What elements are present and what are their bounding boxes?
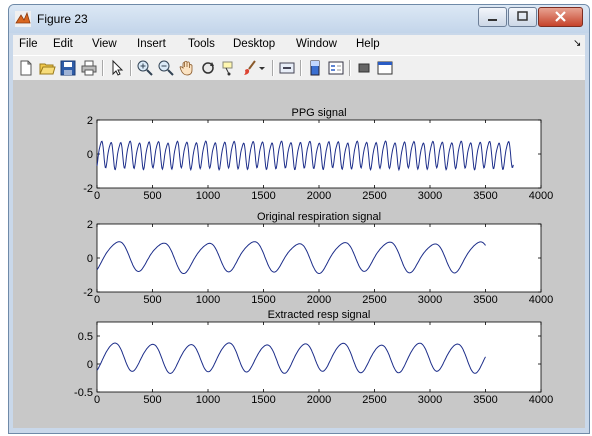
x-tick-label: 2500 [362,294,386,306]
figure-canvas: PPG signal 0 500 1000 1500 2000 2500 3000 3500 40… [13,80,585,430]
x-tick-label: 1500 [251,294,275,306]
toolbar-separator [272,60,274,76]
pan-icon[interactable] [178,59,196,77]
x-tick-label: 3000 [418,294,442,306]
x-tick-label: 4000 [529,190,553,202]
pointer-icon[interactable] [108,59,126,77]
x-tick-label: 500 [143,394,161,406]
y-tick-label: -2 [83,183,93,195]
data-cursor-icon[interactable] [220,59,238,77]
figure-toolbar [13,55,585,81]
toolbar-separator [349,60,351,76]
x-tick-label: 0 [94,394,100,406]
series-line [96,140,514,172]
colorbar-icon[interactable] [306,59,324,77]
maximize-icon [517,11,528,21]
menu-edit[interactable]: Edit [53,38,73,50]
x-tick-label: 3000 [418,190,442,202]
axes-1 [96,119,542,189]
rotate-3d-icon[interactable] [199,59,217,77]
x-tick-label: 0 [94,294,100,306]
y-tick-label: 0.5 [78,331,93,343]
brush-icon[interactable] [241,59,259,77]
x-tick-label: 500 [143,294,161,306]
toolbar-separator [102,60,104,76]
hide-plot-tools-icon[interactable] [355,59,373,77]
close-icon [555,11,566,22]
maximize-button[interactable] [508,7,537,27]
x-tick-label: 2000 [307,294,331,306]
y-tick-label: -0.5 [74,387,93,399]
x-tick-label: 2000 [307,394,331,406]
menu-window[interactable]: Window [296,38,337,50]
x-tick-label: 3500 [473,294,497,306]
minimize-icon [488,19,497,21]
x-tick-label: 3500 [473,190,497,202]
axes-title: PPG signal [291,107,346,119]
toolbar-separator [300,60,302,76]
legend-icon[interactable] [327,59,345,77]
axes-3 [96,321,542,393]
chevron-down-icon[interactable] [257,59,267,77]
x-tick-label: 1000 [196,294,220,306]
show-plot-tools-icon[interactable] [376,59,394,77]
x-tick-label: 1500 [251,190,275,202]
close-button[interactable] [538,7,583,27]
x-tick-label: 4000 [529,294,553,306]
x-tick-label: 3500 [473,394,497,406]
y-tick-label: 2 [87,219,93,231]
x-tick-label: 500 [143,190,161,202]
y-tick-label: 0 [87,149,93,161]
minimize-button[interactable] [478,7,507,27]
window-title: Figure 23 [37,12,88,26]
figure-window: Figure 23 File Edit View Insert Tools De… [8,4,590,434]
menu-overflow-icon[interactable]: ↘ [573,38,582,49]
zoom-out-icon[interactable] [157,59,175,77]
series-line [96,241,486,275]
print-icon[interactable] [80,59,98,77]
window-frame [9,428,589,433]
menu-file[interactable]: File [19,38,38,50]
y-tick-label: 2 [87,115,93,127]
menu-desktop[interactable]: Desktop [233,38,276,50]
axes-2 [96,223,542,293]
axes-title: Original respiration signal [257,211,381,223]
y-tick-label: 0 [87,253,93,265]
toolbar-separator [130,60,132,76]
matlab-figure-icon [15,11,31,27]
x-tick-label: 1000 [196,190,220,202]
x-tick-label: 2500 [362,190,386,202]
x-tick-label: 0 [94,190,100,202]
x-tick-label: 3000 [418,394,442,406]
zoom-in-icon[interactable] [136,59,154,77]
y-tick-label: 0 [87,359,93,371]
save-icon[interactable] [59,59,77,77]
title-bar[interactable]: Figure 23 [9,5,589,33]
x-tick-label: 1000 [196,394,220,406]
x-tick-label: 2000 [307,190,331,202]
link-plot-icon[interactable] [278,59,296,77]
x-tick-label: 4000 [529,394,553,406]
menu-help[interactable]: Help [356,38,380,50]
menu-view[interactable]: View [92,38,117,50]
x-tick-label: 1500 [251,394,275,406]
x-tick-label: 2500 [362,394,386,406]
menu-bar: File Edit View Insert Tools Desktop Wind… [13,35,585,55]
y-tick-label: -2 [83,287,93,299]
new-figure-icon[interactable] [17,59,35,77]
menu-tools[interactable]: Tools [188,38,215,50]
menu-insert[interactable]: Insert [137,38,166,50]
open-file-icon[interactable] [38,59,56,77]
axes-title: Extracted resp signal [268,309,371,321]
series-line [96,342,486,374]
